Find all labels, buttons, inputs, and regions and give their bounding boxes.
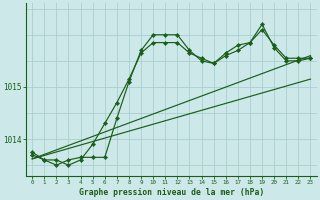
X-axis label: Graphe pression niveau de la mer (hPa): Graphe pression niveau de la mer (hPa) <box>79 188 264 197</box>
